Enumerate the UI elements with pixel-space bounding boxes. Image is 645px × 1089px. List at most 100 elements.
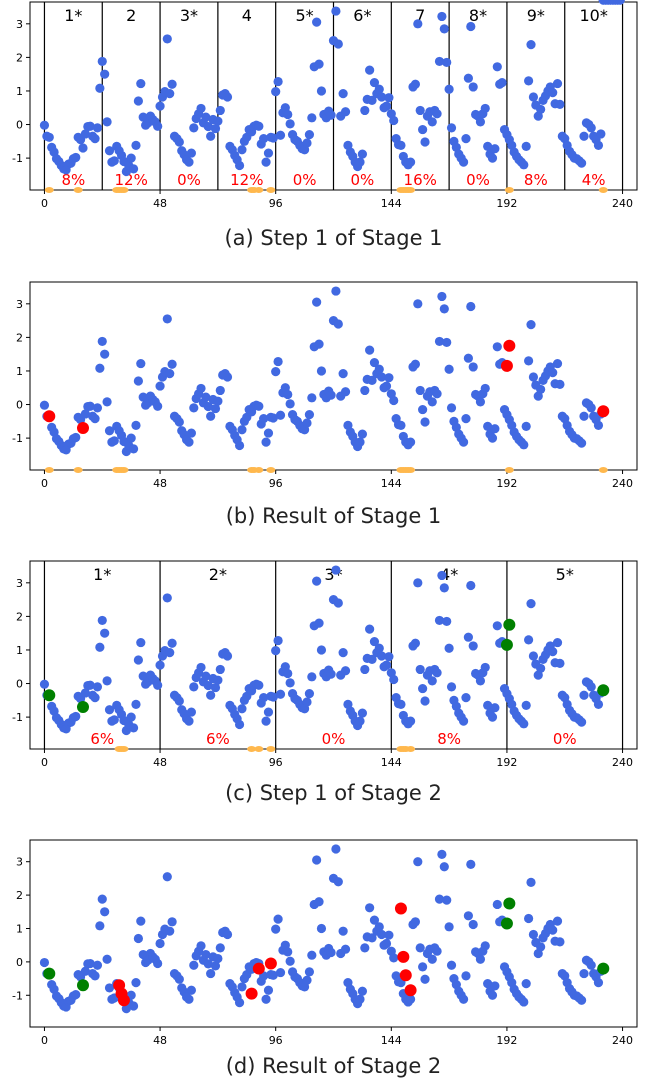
- data-point: [237, 982, 247, 992]
- anomaly-marker: [254, 467, 264, 473]
- anomaly-marker: [406, 746, 416, 752]
- data-point: [586, 123, 596, 133]
- x-tick-label: 48: [153, 477, 167, 490]
- data-point: [201, 392, 211, 402]
- data-point: [283, 947, 293, 957]
- data-point: [444, 364, 454, 374]
- data-point: [355, 157, 365, 167]
- anomaly-marker: [254, 187, 264, 193]
- data-point: [104, 705, 115, 715]
- data-point: [333, 319, 343, 329]
- segment-label: 9*: [527, 6, 545, 25]
- data-point: [463, 73, 473, 83]
- data-point: [128, 723, 139, 733]
- x-tick-label: 192: [496, 477, 517, 490]
- data-point: [487, 153, 498, 163]
- data-point: [528, 372, 539, 382]
- data-point: [102, 676, 112, 686]
- data-point: [463, 911, 473, 921]
- data-point: [586, 960, 596, 970]
- highlight-point: [500, 359, 513, 372]
- data-point: [104, 146, 115, 156]
- data-point: [405, 157, 416, 167]
- data-point: [593, 977, 604, 988]
- data-point: [201, 671, 211, 681]
- data-point: [526, 599, 536, 609]
- data-point: [201, 112, 211, 122]
- data-point: [92, 403, 103, 413]
- data-point: [314, 897, 324, 907]
- anomaly-marker: [44, 187, 54, 193]
- data-point: [492, 342, 502, 352]
- data-point: [215, 105, 225, 116]
- plot-frame: [29, 281, 638, 471]
- data-point: [165, 926, 175, 936]
- data-point: [259, 693, 269, 703]
- data-point: [405, 994, 416, 1004]
- data-point: [338, 89, 348, 99]
- data-point: [458, 157, 469, 167]
- data-point: [405, 716, 416, 726]
- data-point: [97, 615, 107, 626]
- data-point: [109, 715, 119, 725]
- data-point: [536, 663, 546, 674]
- data-point: [374, 922, 384, 932]
- data-point: [167, 638, 177, 648]
- data-point: [369, 915, 380, 925]
- data-point: [331, 6, 341, 16]
- data-point: [439, 583, 449, 593]
- data-point: [102, 117, 112, 127]
- data-point: [184, 437, 194, 447]
- data-point: [427, 954, 437, 964]
- data-point: [360, 105, 370, 116]
- data-point: [97, 336, 107, 347]
- highlight-point: [597, 405, 610, 418]
- data-point: [439, 24, 449, 34]
- data-point: [468, 82, 478, 92]
- data-point: [466, 21, 476, 32]
- chart-panel-1: 3 2 1 0 -1 0 48 96 144 192 240 1* 8% 2 12% 3* 0% 4 12% 5* 0%…: [12, 0, 638, 250]
- data-point: [615, 0, 625, 5]
- data-point: [444, 84, 454, 94]
- data-point: [466, 301, 476, 312]
- data-point: [418, 962, 428, 972]
- data-point: [206, 968, 216, 979]
- data-point: [203, 680, 213, 691]
- data-point: [576, 158, 587, 168]
- data-point: [90, 693, 100, 703]
- data-point: [384, 93, 394, 103]
- data-point: [186, 985, 196, 995]
- data-point: [213, 675, 223, 685]
- data-point: [492, 899, 502, 910]
- anomaly-marker: [119, 467, 129, 473]
- data-point: [109, 436, 119, 446]
- data-point: [526, 40, 536, 50]
- anomaly-marker: [598, 187, 608, 193]
- data-point: [461, 693, 471, 703]
- data-point: [410, 638, 420, 648]
- data-point: [521, 141, 531, 151]
- data-point: [100, 628, 110, 638]
- data-point: [162, 314, 172, 324]
- segment-label: 2*: [209, 565, 227, 584]
- data-point: [480, 103, 490, 114]
- data-point: [536, 384, 546, 395]
- data-point: [357, 149, 368, 159]
- data-point: [285, 119, 295, 129]
- data-point: [131, 140, 141, 150]
- data-point: [333, 877, 343, 887]
- data-point: [100, 69, 110, 79]
- data-point: [357, 986, 368, 996]
- data-point: [234, 160, 245, 171]
- data-point: [586, 403, 596, 413]
- data-point: [174, 696, 184, 706]
- data-point: [410, 917, 420, 927]
- data-point: [579, 411, 589, 421]
- data-point: [446, 682, 457, 692]
- data-point: [340, 666, 351, 676]
- highlight-point: [503, 618, 516, 631]
- data-point: [596, 129, 606, 139]
- y-tick-label: 2: [16, 51, 23, 64]
- data-point: [155, 381, 165, 391]
